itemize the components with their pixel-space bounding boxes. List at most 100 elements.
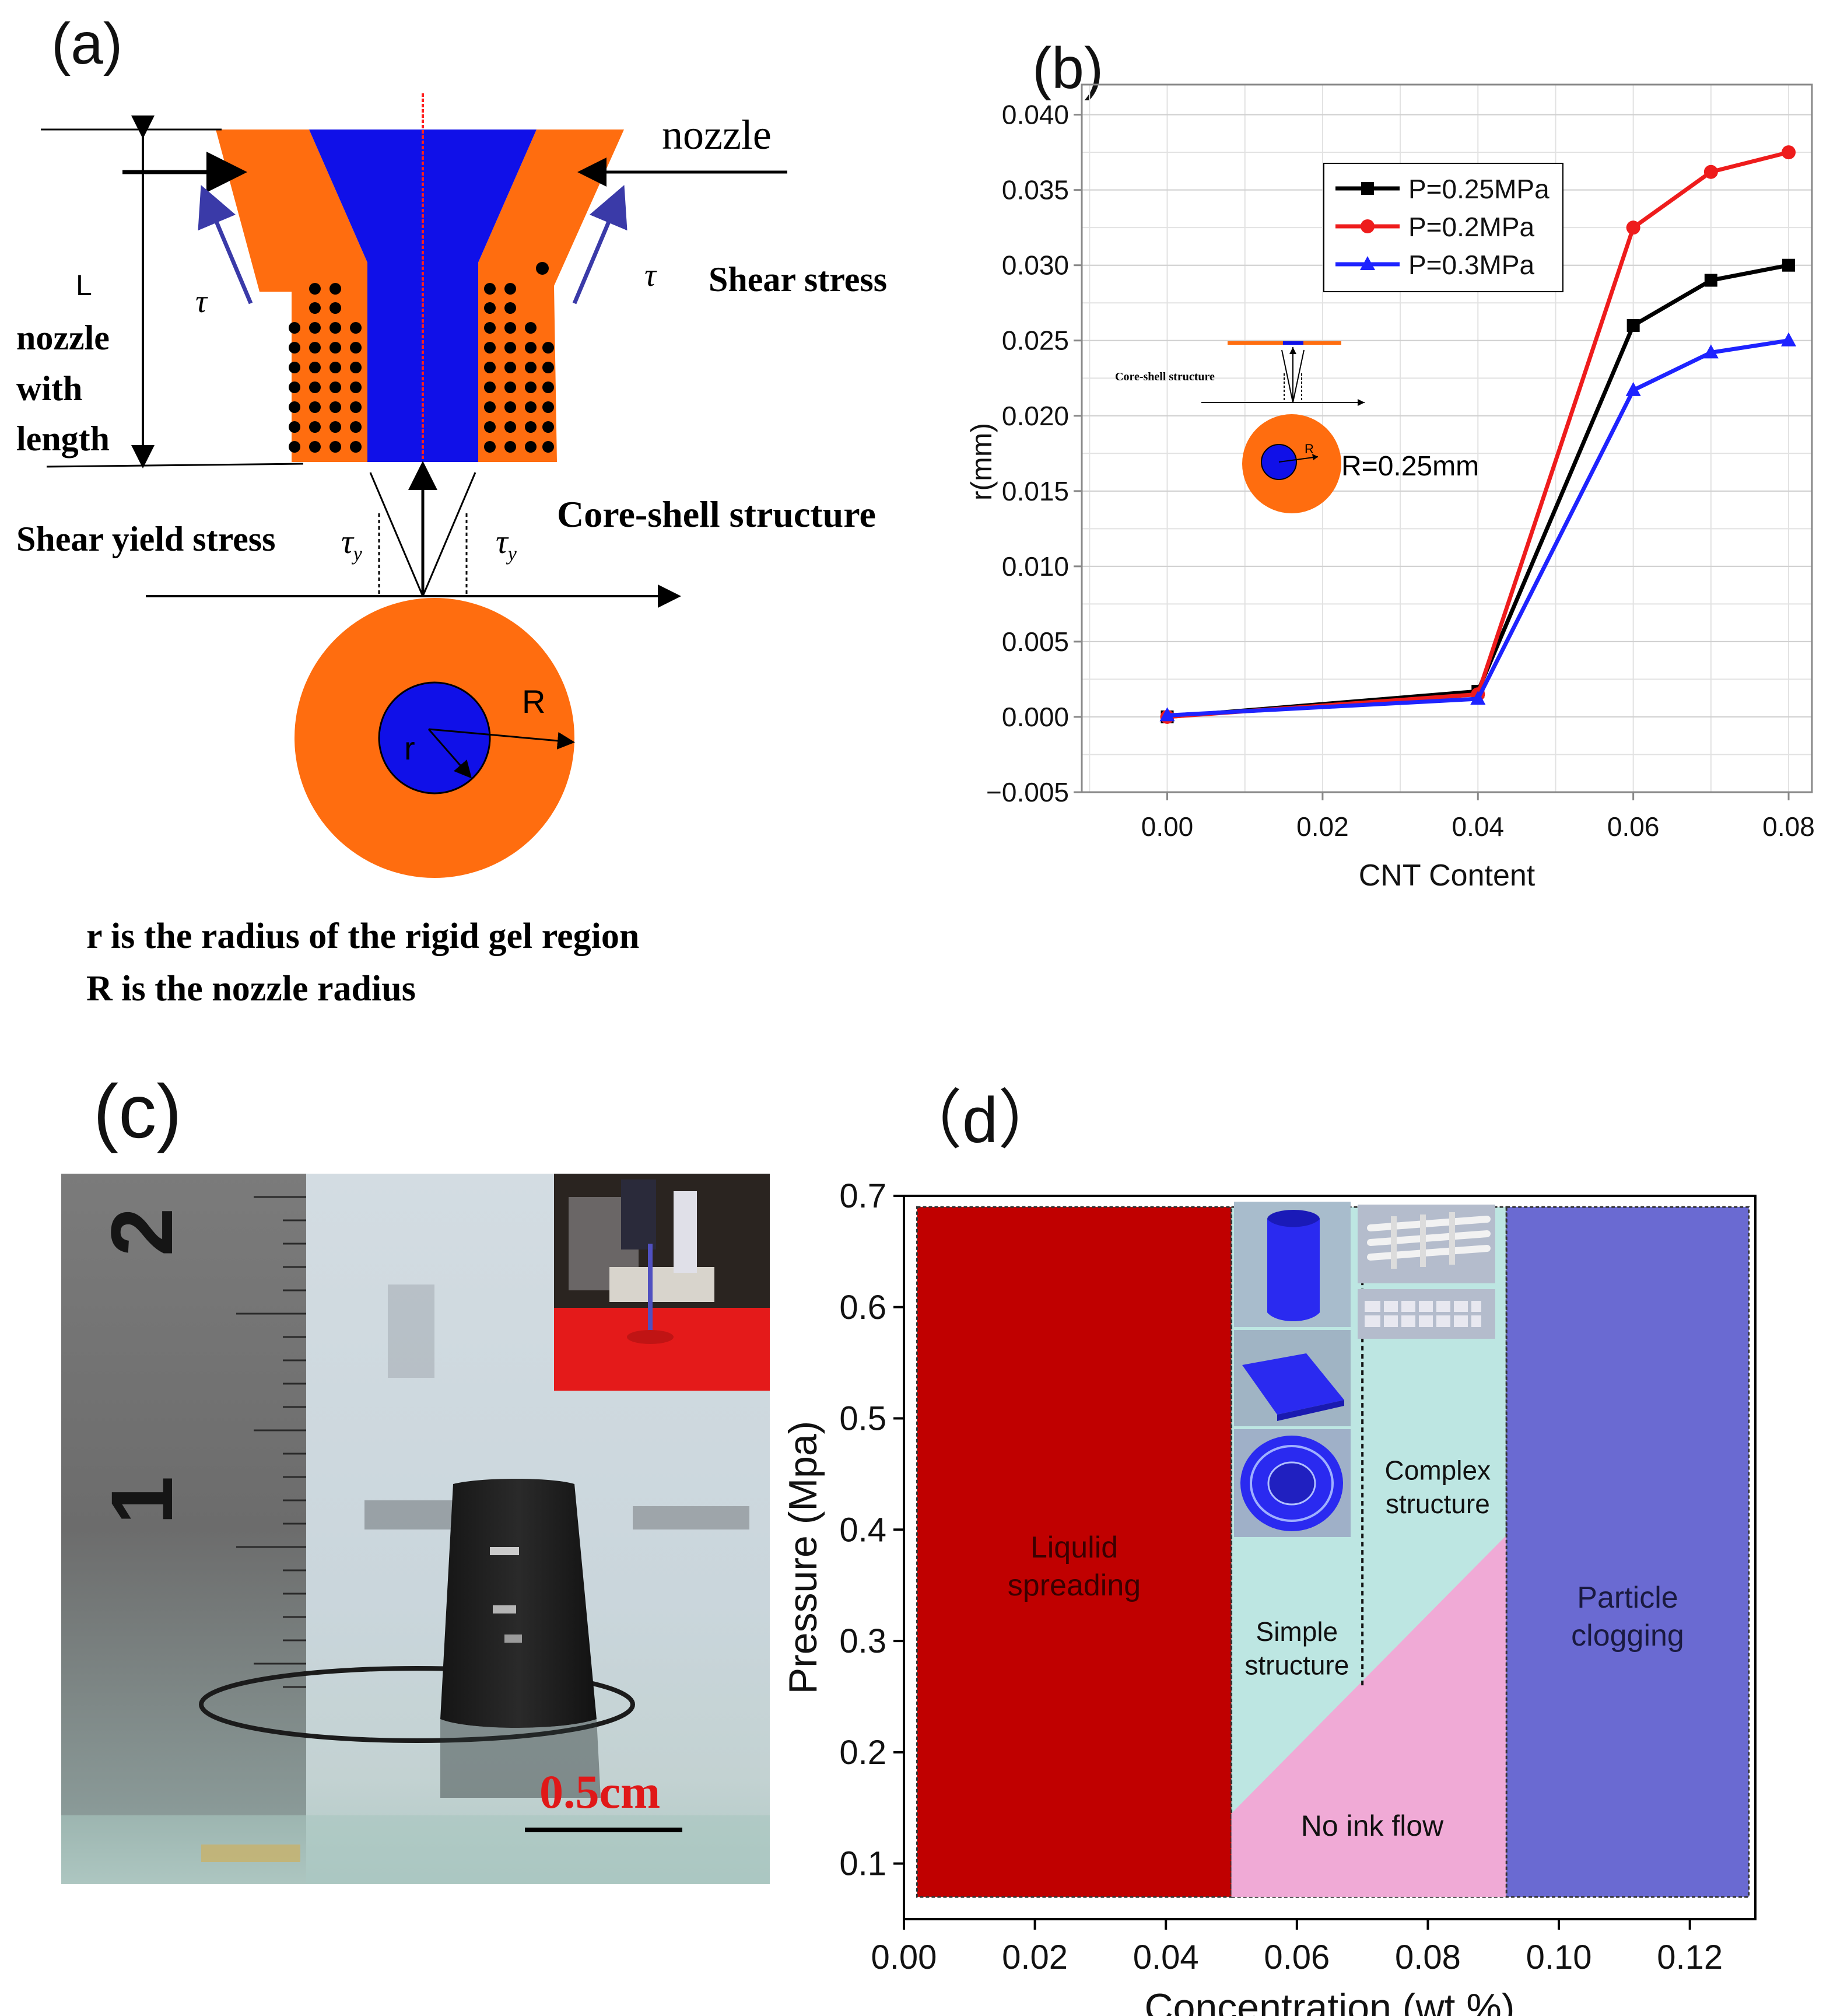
chart-b-ytick-label: 0.035 [1002, 175, 1069, 205]
chart-d-xtick-label: 0.12 [1657, 1938, 1723, 1976]
tau-y-left-symbol: τ [341, 523, 353, 561]
region-label: Liqulid [1030, 1531, 1118, 1564]
ruler-mark-1: 1 [93, 1476, 191, 1524]
thumb-slab [1234, 1330, 1351, 1426]
chart-b-xlabel: CNT Content [1359, 859, 1535, 892]
chart-b-xtick-label: 0.08 [1762, 811, 1815, 842]
ruler [61, 1174, 306, 1884]
nozzle-with-length-2: with [16, 369, 83, 408]
chart-d-ytick-label: 0.6 [839, 1289, 886, 1326]
chart-b-ytick-label: 0.015 [1002, 476, 1069, 506]
chart-b-ytick-label: −0.005 [986, 777, 1069, 807]
tau-right: τ [644, 257, 657, 293]
chart-b-legend: P=0.25MPa P=0.2MPa P=0.3MPa [1323, 163, 1563, 292]
shear-yield-label: Shear yield stress [16, 520, 276, 558]
chart-b-inset [1201, 341, 1365, 513]
tau-y-right-sub: y [507, 543, 517, 565]
particles-left [289, 283, 362, 453]
region-label: spreading [1008, 1569, 1141, 1602]
nozzle-with-length-1: nozzle [16, 318, 110, 357]
nozzle-schematic [41, 93, 787, 878]
chart-b-plot-frame [1081, 83, 1813, 793]
chart-d-ylabel: Pressure (Mpa) [781, 1421, 825, 1695]
chart-b-xtick-label: 0.06 [1607, 811, 1660, 842]
chart-b-point [1782, 258, 1796, 272]
nozzle-with-length-3: length [16, 419, 110, 458]
R-label: R [522, 683, 546, 720]
region-label: structure [1386, 1489, 1490, 1519]
chart-b-ytick-label: 0.005 [1002, 626, 1069, 657]
chart-b-ytick-label: 0.030 [1002, 250, 1069, 281]
tau-left: τ [195, 284, 208, 320]
panel-b-label: (b) [1032, 36, 1104, 101]
chart-b-point [1781, 332, 1797, 346]
thumb-lattice [1358, 1205, 1495, 1283]
chart-b-legend-label: P=0.3MPa [1408, 250, 1534, 280]
length-L-label: L [76, 269, 92, 302]
chart-b-point [1703, 344, 1719, 359]
nozzle-label: nozzle [662, 111, 772, 158]
chart-b-point [1704, 274, 1717, 287]
thumb-tube [1234, 1202, 1351, 1327]
chart-d-xlabel: Concentration (wt.%) [1145, 1986, 1515, 2016]
chart-b-ytick-label: 0.010 [1002, 551, 1069, 582]
core-shell-label: Core-shell structure [557, 494, 876, 535]
chart-b-point [1470, 690, 1486, 705]
region-particle-clogging [1505, 1206, 1750, 1898]
thumb-logo [1234, 1429, 1351, 1537]
chart-b-point [1159, 707, 1175, 722]
region-label: Complex [1385, 1455, 1491, 1485]
chart-d-ytick-label: 0.5 [839, 1400, 886, 1438]
chart-b-legend-marker [1361, 182, 1374, 195]
region-no-ink-flow [1231, 1535, 1507, 1897]
chart-d-plot-frame [903, 1195, 1757, 1920]
panel-a-label: (a) [51, 11, 123, 76]
panel-c-label: (c) [93, 1069, 182, 1154]
caption-R: R is the nozzle radius [86, 969, 416, 1009]
chart-b-legend-marker [1360, 256, 1375, 270]
ruler-ticks [236, 1196, 306, 1688]
region-label: Simple [1256, 1616, 1338, 1647]
chart-b-legend-marker [1361, 219, 1375, 233]
chart-d-xtick-label: 0.10 [1526, 1938, 1592, 1976]
chart-b-ytick-label: 0.000 [1002, 702, 1069, 732]
region-label: clogging [1571, 1619, 1684, 1653]
shear-stress-label: Shear stress [709, 260, 888, 299]
print-ring [199, 1666, 635, 1743]
chart-d-ytick-label: 0.1 [839, 1845, 886, 1883]
ruler-mark-2: 2 [93, 1208, 191, 1256]
nozzle-left-wall [216, 130, 367, 462]
scale-bar-label: 0.5cm [539, 1765, 661, 1818]
chart-b-legend-label: P=0.2MPa [1408, 212, 1534, 242]
chart-b: −0.005 0.000 0.005 0.010 0.015 0.020 0.025 0.03… [965, 83, 1815, 892]
region-label: No ink flow [1301, 1810, 1444, 1842]
chart-d-xtick-label: 0.08 [1395, 1938, 1461, 1976]
printed-tube [440, 1479, 597, 1728]
chart-b-point [1703, 164, 1718, 179]
thumb-grid-block [1358, 1289, 1495, 1339]
nozzle-right-wall [478, 130, 624, 462]
chart-d-ytick-label: 0.4 [839, 1511, 886, 1549]
region-label: structure [1244, 1650, 1349, 1681]
chart-b-xtick-label: 0.00 [1141, 811, 1194, 842]
region-label: Particle [1577, 1581, 1678, 1615]
chart-d-ytick-label: 0.3 [839, 1622, 886, 1660]
chart-d: LiqulidspreadingSimplestructureComplexst… [781, 1177, 1757, 2016]
chart-b-point [1782, 145, 1796, 160]
photo-panel-c: 2 1 [61, 1174, 770, 1884]
chart-b-xtick-label: 0.02 [1296, 811, 1349, 842]
chart-b-xtick-label: 0.04 [1452, 811, 1505, 842]
chart-b-legend-label: P=0.25MPa [1408, 174, 1549, 204]
cross-section-core [378, 681, 491, 794]
chart-d-xtick-label: 0.06 [1264, 1938, 1330, 1976]
particles-right [484, 262, 554, 453]
tau-y-left-sub: y [353, 543, 362, 565]
chart-d-xtick-label: 0.04 [1133, 1938, 1199, 1976]
inset-R-value: R=0.25mm [1341, 451, 1479, 482]
chart-b-ytick-label: 0.040 [1002, 100, 1069, 130]
chart-b-point [1625, 382, 1641, 396]
chart-b-ylabel: r(mm) [965, 423, 998, 501]
chart-b-point [1626, 220, 1640, 235]
tau-y-right: τy [496, 522, 517, 566]
chart-b-ytick-label: 0.025 [1002, 326, 1069, 356]
